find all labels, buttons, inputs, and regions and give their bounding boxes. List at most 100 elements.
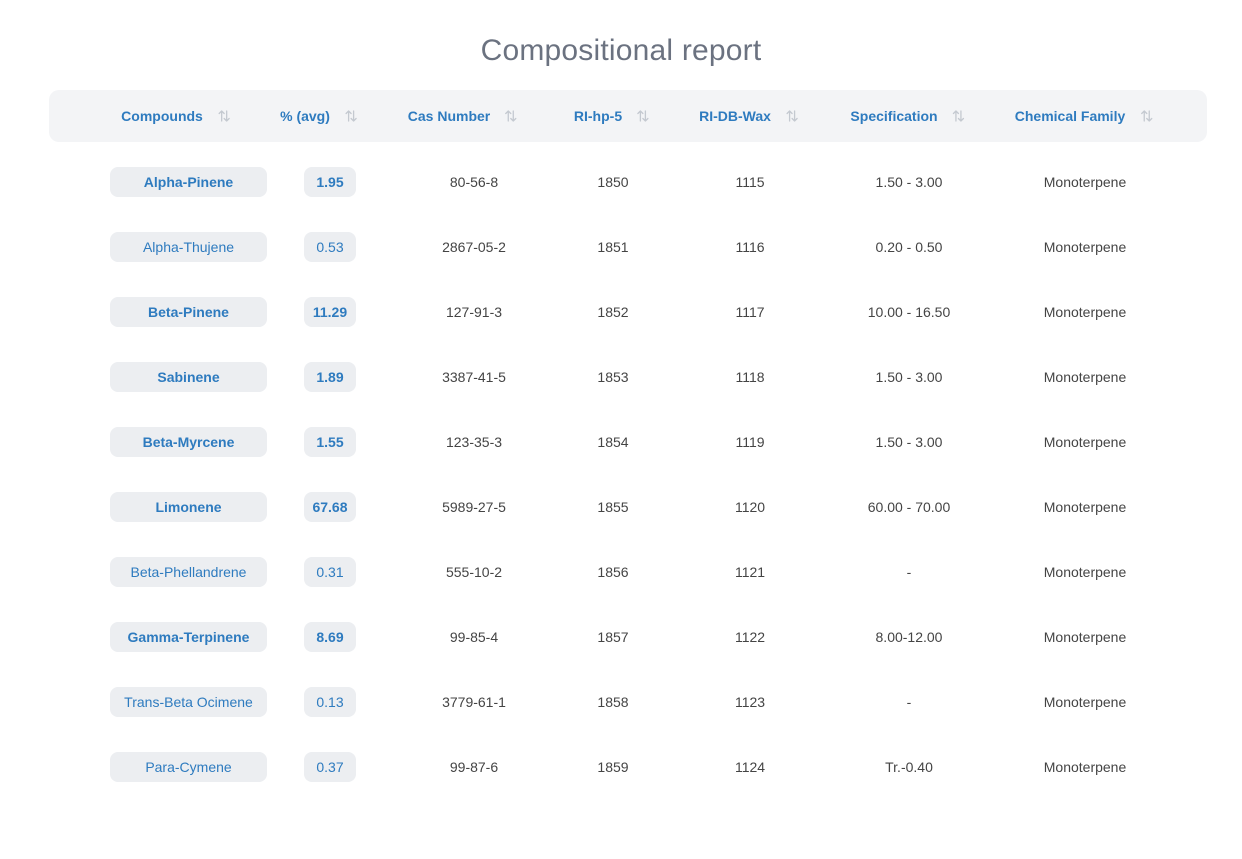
specification-cell: 8.00-12.00 [875,629,943,645]
sort-arrows-icon[interactable] [344,109,358,123]
column-header-compounds[interactable]: Compounds [121,90,231,142]
column-header-avg[interactable]: % (avg) [280,90,358,142]
table-header: Compounds % (avg) Cas Number RI-hp-5 RI-DB-W… [49,90,1207,142]
compound-name-pill[interactable]: Para-Cymene [110,752,267,782]
column-header-label: RI-DB-Wax [699,108,771,124]
compound-name-pill[interactable]: Alpha-Thujene [110,232,267,262]
ri-db-wax-cell: 1115 [735,174,765,190]
ri-hp-5-cell: 1850 [597,174,629,190]
cas-number-cell: 2867-05-2 [442,239,506,255]
ri-db-wax-cell: 1120 [734,499,766,515]
cas-number-cell: 123-35-3 [445,434,503,450]
sort-arrows-icon[interactable] [504,109,518,123]
sort-arrows-icon[interactable] [785,109,799,123]
ri-hp-5-cell: 1858 [597,694,629,710]
chemical-family-cell: Monoterpene [1043,369,1127,385]
chemical-family-cell: Monoterpene [1043,239,1127,255]
column-header-chemical-family[interactable]: Chemical Family [1015,90,1154,142]
sort-arrows-icon[interactable] [1139,109,1153,123]
table-row: Alpha-Pinene 1.95 80-56-8 1850 1115 1.50 - 3.… [49,167,1207,197]
table-row: Trans-Beta Ocimene 0.13 3779-61-1 1858 1123 -… [49,687,1207,717]
specification-cell: - [906,564,912,580]
avg-percent-badge: 1.95 [304,167,356,197]
column-header-label: RI-hp-5 [573,108,623,124]
table-row: Beta-Pinene 11.29 127-91-3 1852 1117 10.00 - … [49,297,1207,327]
cas-number-cell: 3387-41-5 [442,369,506,385]
specification-cell: 60.00 - 70.00 [867,499,951,515]
specification-cell: 1.50 - 3.00 [875,369,943,385]
avg-percent-badge: 0.37 [304,752,356,782]
compound-name-pill[interactable]: Gamma-Terpinene [110,622,267,652]
column-header-cas-number[interactable]: Cas Number [408,90,518,142]
table-row: Para-Cymene 0.37 99-87-6 1859 1124 Tr.-0.40 Mo… [49,752,1207,782]
chemical-family-cell: Monoterpene [1043,759,1127,775]
cas-number-cell: 80-56-8 [449,174,499,190]
table-row: Alpha-Thujene 0.53 2867-05-2 1851 1116 0.20 -… [49,232,1207,262]
ri-db-wax-cell: 1117 [735,304,765,320]
chemical-family-cell: Monoterpene [1043,629,1127,645]
avg-percent-badge: 0.53 [304,232,356,262]
compound-name-pill[interactable]: Alpha-Pinene [110,167,267,197]
ri-db-wax-cell: 1121 [734,564,766,580]
ri-hp-5-cell: 1854 [597,434,629,450]
compound-name-pill[interactable]: Sabinene [110,362,267,392]
table-row: Beta-Myrcene 1.55 123-35-3 1854 1119 1.50 - 3… [49,427,1207,457]
column-header-ri-db-wax[interactable]: RI-DB-Wax [699,90,799,142]
ri-hp-5-cell: 1855 [597,499,629,515]
specification-cell: Tr.-0.40 [885,759,933,775]
chemical-family-cell: Monoterpene [1043,174,1127,190]
avg-percent-badge: 67.68 [304,492,356,522]
chemical-family-cell: Monoterpene [1043,304,1127,320]
cas-number-cell: 99-87-6 [449,759,499,775]
chemical-family-cell: Monoterpene [1043,499,1127,515]
ri-hp-5-cell: 1853 [597,369,629,385]
ri-db-wax-cell: 1118 [735,369,765,385]
avg-percent-badge: 1.89 [304,362,356,392]
column-header-label: Chemical Family [1014,108,1126,124]
sort-arrows-icon[interactable] [952,109,966,123]
compound-name-pill[interactable]: Limonene [110,492,267,522]
column-header-specification[interactable]: Specification [850,90,965,142]
ri-hp-5-cell: 1859 [597,759,629,775]
ri-hp-5-cell: 1856 [597,564,629,580]
cas-number-cell: 3779-61-1 [442,694,506,710]
column-header-label: % (avg) [280,108,330,124]
chemical-family-cell: Monoterpene [1043,434,1127,450]
table-row: Limonene 67.68 5989-27-5 1855 1120 60.00 - 70… [49,492,1207,522]
ri-db-wax-cell: 1124 [734,759,766,775]
avg-percent-badge: 1.55 [304,427,356,457]
specification-cell: 0.20 - 0.50 [875,239,943,255]
ri-db-wax-cell: 1119 [735,434,765,450]
cas-number-cell: 99-85-4 [449,629,499,645]
compound-name-pill[interactable]: Beta-Phellandrene [110,557,267,587]
chemical-family-cell: Monoterpene [1043,564,1127,580]
specification-cell: 1.50 - 3.00 [875,174,943,190]
compound-name-pill[interactable]: Beta-Pinene [110,297,267,327]
table-row: Beta-Phellandrene 0.31 555-10-2 1856 1121 - Mo… [49,557,1207,587]
column-header-label: Cas Number [407,108,491,124]
avg-percent-badge: 11.29 [304,297,356,327]
specification-cell: 10.00 - 16.50 [867,304,951,320]
cas-number-cell: 127-91-3 [445,304,503,320]
table-row: Gamma-Terpinene 8.69 99-85-4 1857 1122 8.00-1… [49,622,1207,652]
ri-db-wax-cell: 1122 [734,629,766,645]
ri-hp-5-cell: 1851 [597,239,629,255]
avg-percent-badge: 0.31 [304,557,356,587]
sort-arrows-icon[interactable] [636,109,650,123]
ri-hp-5-cell: 1852 [597,304,629,320]
chemical-family-cell: Monoterpene [1043,694,1127,710]
ri-hp-5-cell: 1857 [597,629,629,645]
specification-cell: - [906,694,912,710]
cas-number-cell: 555-10-2 [445,564,503,580]
column-header-label: Compounds [121,108,203,124]
cas-number-cell: 5989-27-5 [442,499,506,515]
table-row: Sabinene 1.89 3387-41-5 1853 1118 1.50 - 3.00… [49,362,1207,392]
column-header-ri-hp-5[interactable]: RI-hp-5 [574,90,650,142]
ri-db-wax-cell: 1116 [735,239,765,255]
ri-db-wax-cell: 1123 [734,694,766,710]
sort-arrows-icon[interactable] [217,109,231,123]
compound-name-pill[interactable]: Trans-Beta Ocimene [110,687,267,717]
specification-cell: 1.50 - 3.00 [875,434,943,450]
compound-name-pill[interactable]: Beta-Myrcene [110,427,267,457]
page-title: Compositional report [480,34,762,67]
